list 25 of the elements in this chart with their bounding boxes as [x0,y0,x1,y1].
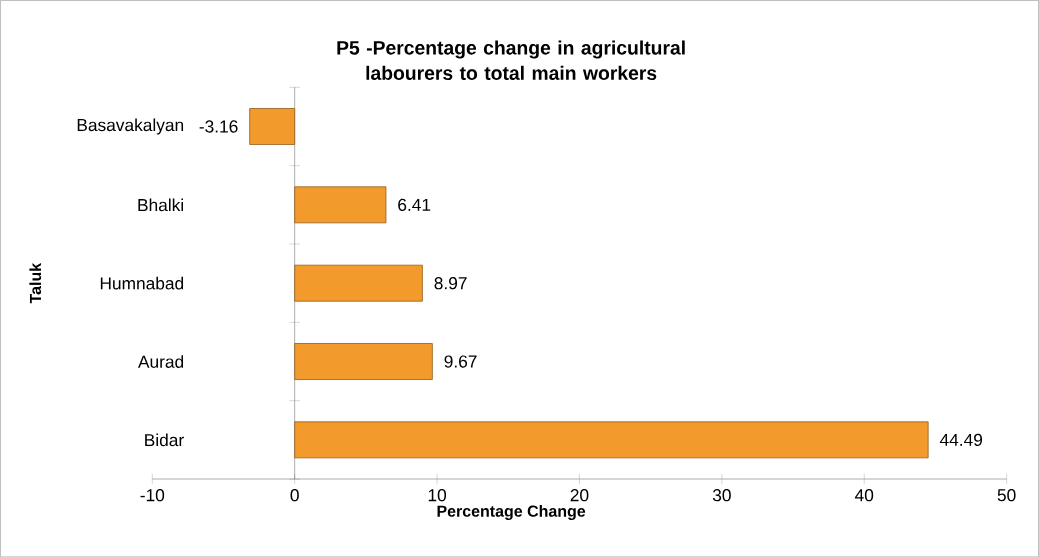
bar [294,186,387,224]
data-label: 6.41 [398,198,431,211]
x-tick-label: -10 [140,488,165,502]
x-tick-label: 0 [290,488,299,502]
bar [294,264,423,302]
data-label: 9.67 [444,355,477,368]
y-tick-label: Bidar [145,433,184,447]
bar [294,342,433,380]
data-label: 44.49 [939,433,983,446]
x-tick-label: 50 [997,488,1016,502]
y-tick-label: Bhalki [138,198,183,212]
bar [249,107,296,145]
data-label: -3.16 [199,120,238,133]
x-axis-title: Percentage Change [437,504,586,520]
y-tick-label: Aurad [138,354,184,368]
y-tick-label: Humnabad [100,276,184,290]
bar [294,421,929,459]
x-tick-label: 30 [712,488,731,502]
x-tick-label: 20 [570,488,589,502]
x-tick-label: 10 [428,488,447,502]
y-axis-title: Taluk [29,262,42,304]
x-tick-label: 40 [854,488,874,502]
data-label: 8.97 [434,276,467,290]
y-tick-label: Basavakalyan [77,118,184,135]
chart-title: P5 -Percentage change in agricultural labourers to total main workers [337,40,685,80]
